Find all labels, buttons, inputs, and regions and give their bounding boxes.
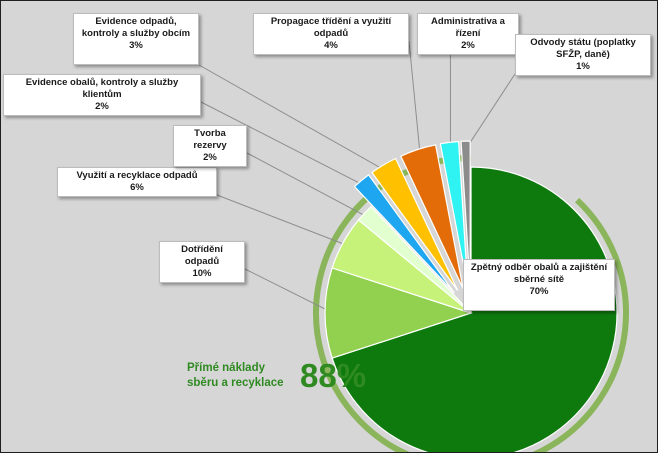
callout-text: Přímé náklady sběru a recyklace	[187, 362, 284, 389]
slice-label-1: Dotřídění odpadů 10%	[159, 241, 245, 283]
leader-line-2	[216, 194, 351, 247]
leader-line-5	[198, 64, 388, 173]
leader-line-1	[244, 268, 334, 314]
slice-label-text: Zpětný odběr obalů a zajištění sběrné sí…	[470, 262, 608, 285]
slice-label-6: Propagace třídění a využití odpadů 4%	[253, 13, 409, 55]
slice-label-text: Tvorba rezervy	[193, 128, 227, 151]
slice-label-percent: 3%	[129, 40, 143, 51]
slice-label-0: Zpětný odběr obalů a zajištění sběrné sí…	[463, 259, 615, 311]
slice-label-percent: 10%	[192, 268, 212, 279]
slice-label-percent: 2%	[203, 152, 217, 163]
slice-label-percent: 1%	[576, 61, 590, 72]
slice-label-text: Odvody státu (poplatky SFŽP, daně)	[530, 37, 636, 60]
pie-slice-8	[460, 140, 471, 288]
slice-label-text: Dotřídění odpadů	[181, 244, 223, 267]
slice-label-text: Evidence obalů, kontroly a služby klient…	[25, 77, 179, 100]
leader-line-6	[408, 40, 421, 158]
slice-label-percent: 70%	[529, 286, 549, 297]
leader-line-8	[465, 73, 516, 150]
slice-label-7: Administrativa a řízení 2%	[417, 13, 519, 55]
slice-label-text: Propagace třídění a využití odpadů	[270, 16, 392, 39]
slice-label-2: Využití a recyklace odpadů 6%	[57, 167, 217, 197]
pie-slice-1	[324, 267, 473, 359]
leader-line-4	[200, 101, 367, 188]
slice-label-4: Evidence obalů, kontroly a služby klient…	[3, 74, 201, 116]
leader-line-3	[246, 152, 371, 219]
slice-label-text: Administrativa a řízení	[431, 16, 505, 39]
pie-slice-6	[400, 144, 464, 289]
slice-label-percent: 2%	[95, 101, 109, 112]
slice-label-percent: 2%	[461, 40, 475, 51]
pie-slice-7	[439, 140, 469, 288]
slice-label-percent: 6%	[130, 182, 144, 193]
callout-value: 88%	[300, 357, 367, 394]
slice-label-percent: 4%	[324, 40, 338, 51]
pie-slice-4	[353, 174, 455, 294]
direct-costs-ring	[313, 155, 629, 452]
pie-slice-3	[357, 205, 472, 314]
direct-costs-callout: Přímé náklady sběru a recyklace 88%	[187, 357, 377, 397]
slice-label-text: Využití a recyklace odpadů	[76, 170, 198, 181]
slice-label-5: Evidence odpadů, kontroly a služby obcím…	[73, 13, 199, 65]
pie-slice-5	[371, 157, 459, 291]
slice-label-3: Tvorba rezervy 2%	[173, 125, 247, 167]
slice-label-text: Evidence odpadů, kontroly a služby obcím	[81, 16, 191, 39]
slice-label-8: Odvody státu (poplatky SFŽP, daně) 1%	[515, 34, 651, 76]
